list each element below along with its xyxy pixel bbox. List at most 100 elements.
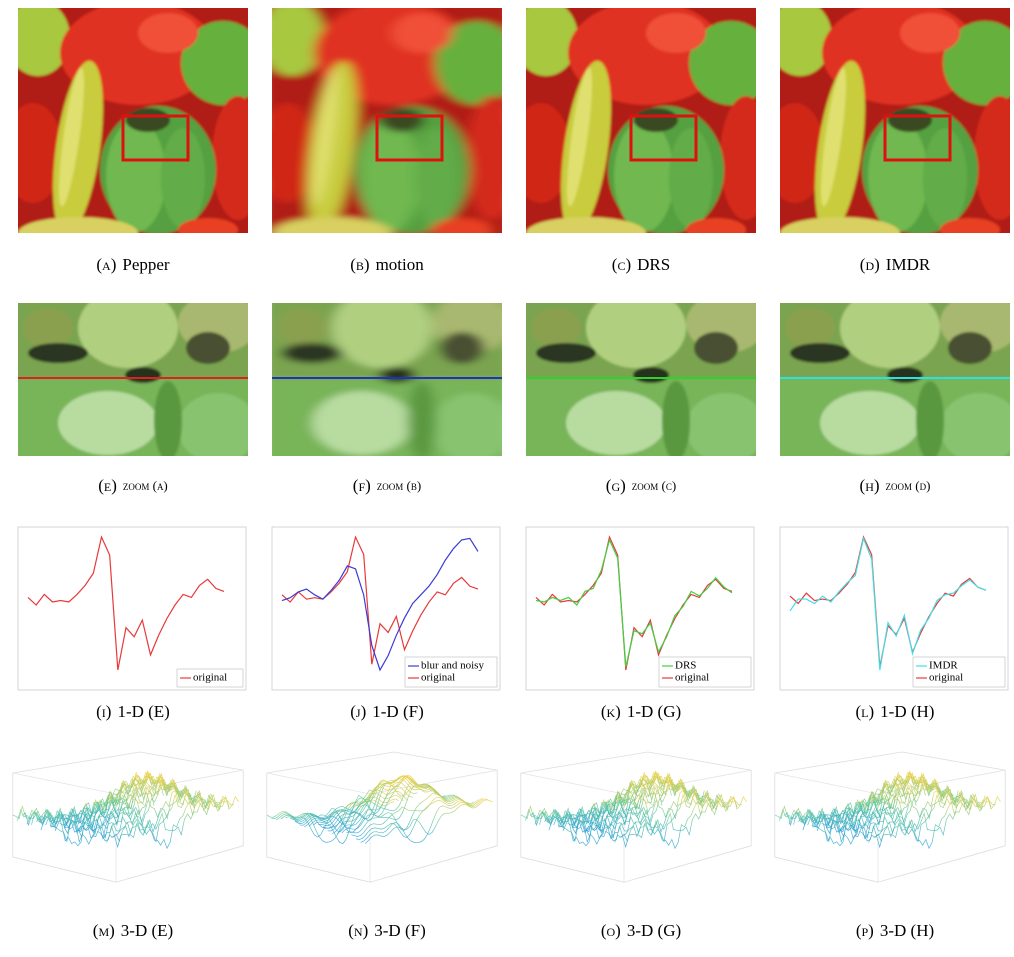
- surface-plot: [775, 752, 1005, 882]
- shape: [212, 96, 264, 220]
- data-line: [790, 538, 986, 670]
- shape: [840, 288, 940, 368]
- shape: [940, 218, 1000, 242]
- caption-label: (a): [96, 255, 116, 274]
- caption: (k) 1-D (G): [601, 702, 681, 721]
- mesh-line: [361, 799, 488, 843]
- shape: [260, 0, 324, 76]
- shape: [186, 332, 230, 364]
- shape: [526, 217, 646, 249]
- shape: [531, 308, 581, 348]
- mesh-line: [267, 800, 394, 837]
- shape: [178, 218, 238, 242]
- shape: [888, 108, 932, 132]
- caption-text: DRS: [637, 255, 670, 274]
- shape: [154, 381, 182, 461]
- surface-plot: [13, 752, 243, 882]
- caption: (n)3-D (F): [348, 921, 425, 940]
- legend-label: original: [929, 672, 963, 684]
- caption-label: (e): [98, 476, 117, 495]
- image-content: [770, 288, 1014, 468]
- shape: [380, 108, 424, 132]
- line-plot: IMDRoriginal: [780, 527, 1008, 690]
- caption: (a) Pepper: [96, 255, 170, 274]
- caption-label: (o): [601, 921, 621, 940]
- shape: [18, 217, 138, 249]
- shape: [633, 367, 669, 383]
- caption-label: (d): [860, 255, 880, 274]
- caption-text: 1-D (G): [627, 702, 681, 721]
- shape: [272, 217, 392, 249]
- shape: [566, 391, 666, 455]
- panel-image: [770, 288, 1014, 468]
- caption: (i) 1-D (E): [96, 702, 170, 721]
- shape: [440, 332, 484, 364]
- shape: [646, 13, 706, 53]
- caption-label: (f): [353, 476, 371, 495]
- caption-text: 1-D (F): [372, 702, 423, 721]
- caption-text: 3-D (H): [880, 921, 934, 940]
- shape: [161, 128, 205, 228]
- shape: [790, 343, 850, 363]
- shape: [720, 96, 772, 220]
- shape: [536, 343, 596, 363]
- image-content: [516, 288, 766, 468]
- caption-label: (k): [601, 702, 621, 721]
- image-layer: [765, 0, 1014, 249]
- legend-label: original: [193, 672, 227, 684]
- shape: [408, 381, 436, 461]
- shape: [466, 96, 518, 220]
- shape: [820, 391, 920, 455]
- shape: [28, 343, 88, 363]
- caption: (l)1-D (H): [856, 702, 935, 721]
- shape: [379, 367, 415, 383]
- shape: [138, 13, 198, 53]
- data-line: [282, 538, 478, 670]
- line-plot: original: [18, 527, 246, 690]
- shape: [768, 0, 832, 76]
- caption-text: 3-D (G): [627, 921, 681, 940]
- image-content: [765, 0, 1014, 249]
- surface-plot: [521, 752, 751, 882]
- caption: (d)IMDR: [860, 255, 931, 274]
- caption-label: (h): [860, 476, 880, 495]
- caption-text: zoom (c): [632, 478, 676, 493]
- caption-text: zoom (d): [886, 478, 931, 493]
- data-line: [536, 537, 732, 670]
- shape: [948, 332, 992, 364]
- panel-image: [3, 0, 265, 249]
- shape: [686, 393, 766, 463]
- shape: [780, 217, 900, 249]
- shape: [614, 120, 674, 232]
- shape: [514, 0, 578, 76]
- caption-label: (i): [96, 702, 111, 721]
- caption: (g)zoom (c): [606, 476, 676, 495]
- image-layer: [511, 0, 773, 249]
- shape: [669, 128, 713, 228]
- plot-frame: [18, 527, 246, 690]
- panel-image: [257, 0, 519, 249]
- caption-label: (b): [350, 255, 369, 274]
- panel-image: [8, 288, 258, 468]
- shape: [360, 120, 420, 232]
- caption: (e) zoom (a): [98, 476, 168, 495]
- caption-text: zoom (a): [123, 478, 168, 493]
- shape: [415, 128, 459, 228]
- caption-text: 3-D (E): [121, 921, 173, 940]
- shape: [868, 120, 928, 232]
- caption-label: (j): [350, 702, 366, 721]
- image-layer: [3, 0, 265, 249]
- caption: (f)zoom (b): [353, 476, 421, 495]
- caption-label: (l): [856, 702, 875, 721]
- mesh-line: [314, 776, 441, 825]
- caption-text: Pepper: [122, 255, 170, 274]
- legend-label: original: [421, 672, 455, 684]
- caption-label: (m): [93, 921, 115, 940]
- mesh-line: [347, 793, 474, 833]
- caption: (h) zoom (d): [860, 476, 931, 495]
- shape: [332, 288, 432, 368]
- caption-text: 1-D (E): [117, 702, 169, 721]
- shape: [923, 128, 967, 228]
- panel-image: [511, 0, 773, 249]
